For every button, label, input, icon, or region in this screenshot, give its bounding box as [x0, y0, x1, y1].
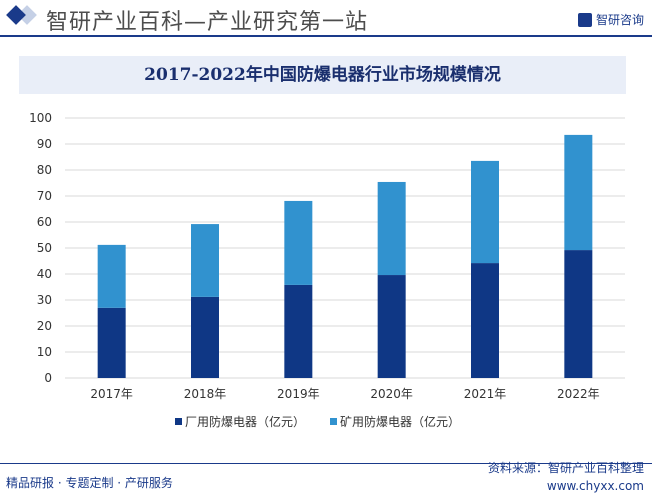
bar-segment: [377, 275, 406, 378]
y-tick-label: 90: [37, 137, 52, 151]
header: 智研产业百科—产业研究第一站 智研咨询: [0, 0, 652, 37]
bar-segment: [471, 160, 499, 264]
chart: 0 10 20 30 40 50 60 70 80 90 100 2017年 2018年 2019年 202…: [29, 111, 625, 429]
bar-segment: [191, 296, 219, 378]
y-tick-label: 30: [37, 293, 52, 307]
x-tick-label: 2019年: [277, 387, 320, 401]
site-title: 智研产业百科—产业研究第一站: [46, 10, 369, 35]
bar-segment: [564, 250, 593, 378]
bar-segment: [97, 307, 126, 378]
bar-segment: [284, 200, 313, 285]
y-tick-label: 0: [44, 371, 52, 385]
bar-segment: [284, 284, 313, 378]
brand-name: 智研咨询: [595, 13, 644, 27]
bar-segment: [97, 244, 126, 308]
source-url: www.chyxx.com: [546, 479, 644, 493]
y-tick-label: 50: [37, 241, 52, 255]
y-tick-label: 20: [37, 319, 52, 333]
y-tick-label: 70: [37, 189, 52, 203]
brand[interactable]: 智研咨询: [577, 11, 644, 28]
y-tick-label: 60: [37, 215, 52, 229]
x-tick-label: 2021年: [464, 387, 507, 401]
legend-label: 厂用防爆电器（亿元）: [185, 414, 305, 429]
bar-segment: [377, 181, 406, 276]
y-tick-label: 80: [37, 163, 52, 177]
x-tick-label: 2017年: [90, 387, 133, 401]
bar-segment: [191, 224, 219, 297]
legend-swatch: [330, 418, 337, 425]
chart-title: 2017-2022年中国防爆电器行业市场规模情况: [19, 56, 626, 94]
y-tick-label: 10: [37, 345, 52, 359]
x-tick-label: 2022年: [557, 387, 600, 401]
y-tick-label: 100: [29, 111, 52, 125]
x-tick-label: 2018年: [184, 387, 227, 401]
footer-services: 精品研报 · 专题定制 · 产研服务: [6, 476, 173, 490]
footer-divider: [0, 463, 652, 464]
x-tick-label: 2020年: [370, 387, 413, 401]
source-text: 资料来源：智研产业百科整理: [487, 461, 644, 475]
bar-segment: [564, 134, 593, 251]
footer-source: 资料来源：智研产业百科整理 www.chyxx.com: [488, 459, 644, 495]
legend-swatch: [175, 418, 182, 425]
bar-segment: [471, 263, 499, 378]
y-tick-label: 40: [37, 267, 52, 281]
legend-label: 矿用防爆电器（亿元）: [340, 414, 460, 429]
logo-icon: [577, 12, 592, 27]
